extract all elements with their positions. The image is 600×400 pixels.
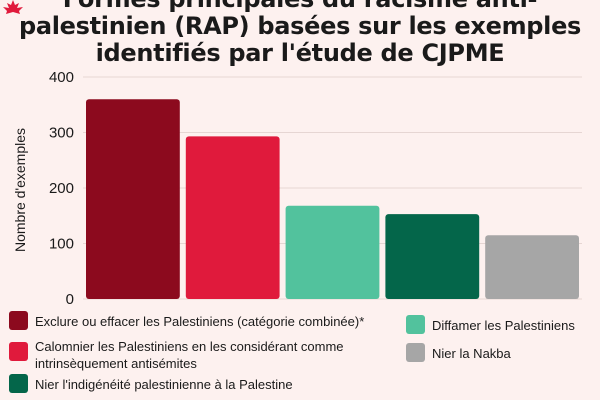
legend-label: Diffamer les Palestiniens [432, 318, 575, 333]
legend-label: Nier la Nakba [432, 346, 511, 361]
legend-item-diffamer: Diffamer les Palestiniens [406, 315, 600, 334]
y-tick-label: 300 [49, 125, 74, 142]
legend-swatch [9, 342, 28, 361]
bar-4 [385, 214, 480, 299]
legend-swatch [406, 315, 425, 334]
legend-swatch [9, 311, 28, 330]
legend-item-nier-indigeneite: Nier l'indigénéité palestinienne à la Pa… [9, 374, 355, 393]
legend-label: Exclure ou effacer les Palestiniens (cat… [35, 314, 365, 329]
y-tick-label: 200 [49, 180, 74, 197]
bar-3 [285, 205, 380, 299]
bar-5 [485, 235, 579, 299]
legend-item-nakba: Nier la Nakba [406, 343, 600, 362]
legend-swatch [9, 374, 28, 393]
legend-label: Nier l'indigénéité palestinienne à la Pa… [35, 377, 293, 392]
bar-1 [86, 99, 180, 299]
y-tick-label: 400 [49, 69, 74, 86]
bar-2 [185, 136, 280, 299]
y-tick-label: 0 [66, 291, 74, 308]
legend-swatch [406, 343, 425, 362]
legend-label: Calomnier les Palestiniens en les consid… [35, 339, 344, 371]
maple-leaf-icon [3, 0, 23, 14]
legend-item-exclure: Exclure ou effacer les Palestiniens (cat… [9, 311, 415, 330]
chart-title: Formes principales du racisme anti- pale… [18, 0, 582, 67]
legend-item-calomnier: Calomnier les Palestiniens en les consid… [9, 338, 365, 372]
y-tick-label: 100 [49, 236, 74, 253]
